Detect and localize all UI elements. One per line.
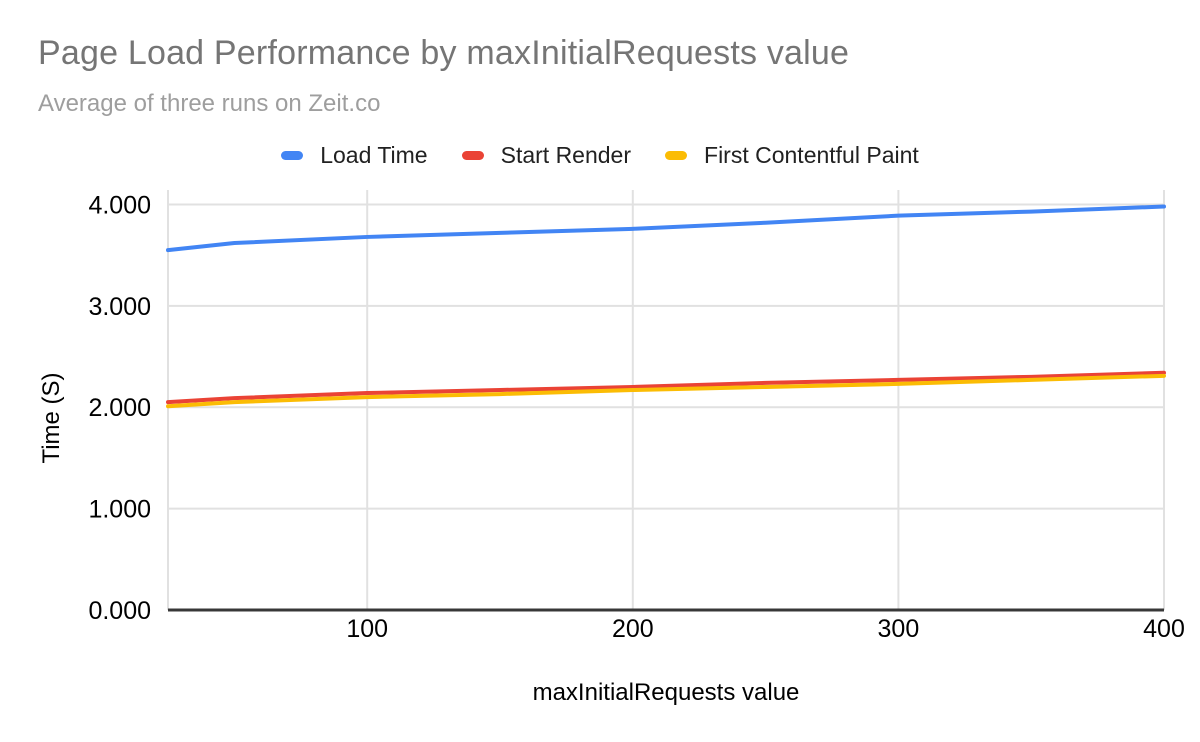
legend-label-load-time: Load Time	[320, 141, 428, 168]
legend-label-start-render: Start Render	[500, 141, 632, 168]
x-tick-label: 400	[1143, 615, 1185, 643]
series-line-start-render[interactable]	[166, 370, 1166, 405]
x-tick-label: 200	[612, 615, 654, 643]
legend-swatch-first-contentful-paint	[665, 150, 688, 160]
y-tick-label: 1.000	[88, 496, 151, 524]
chart-subtitle: Average of three runs on Zeit.co	[38, 90, 381, 117]
series-line-first-contentful-paint[interactable]	[166, 373, 1166, 409]
x-axis-title: maxInitialRequests value	[532, 679, 800, 706]
y-tick-label: 3.000	[88, 293, 151, 321]
legend-item-start-render[interactable]: Start Render	[461, 141, 632, 169]
legend-item-load-time[interactable]: Load Time	[281, 141, 428, 169]
legend: Load Time Start Render First Contentful …	[0, 141, 1200, 169]
legend-item-first-contentful-paint[interactable]: First Contentful Paint	[665, 142, 919, 169]
y-tick-label: 2.000	[88, 394, 151, 422]
y-tick-label: 4.000	[88, 191, 151, 219]
series-line-load-time[interactable]	[166, 204, 1166, 253]
x-tick-label: 300	[878, 615, 920, 643]
y-tick-label: 0.000	[88, 597, 151, 625]
legend-label-first-contentful-paint: First Contentful Paint	[704, 141, 919, 168]
x-tick-label: 100	[346, 615, 388, 643]
legend-swatch-load-time	[281, 150, 304, 160]
y-axis-title: Time (S)	[38, 372, 65, 464]
chart-title: Page Load Performance by maxInitialReque…	[38, 34, 850, 72]
legend-swatch-start-render	[461, 150, 484, 160]
